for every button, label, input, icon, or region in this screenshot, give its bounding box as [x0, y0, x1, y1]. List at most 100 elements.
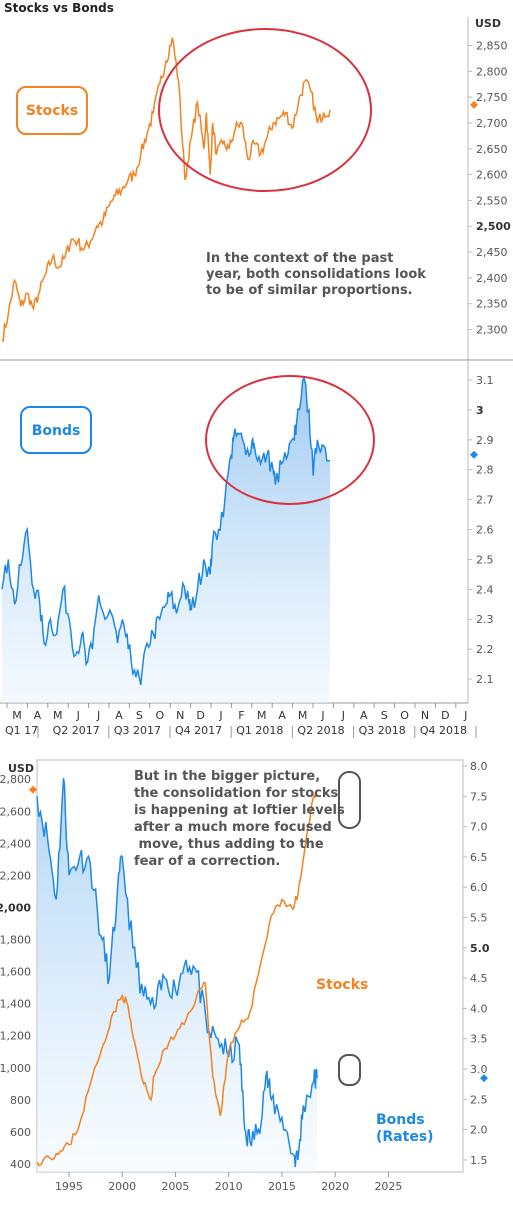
bonds-y-tick-label: 2.1	[476, 673, 494, 686]
long-term-bonds-label-line-1: Bonds	[376, 1112, 425, 1128]
quarter-label: Q1 2018	[236, 724, 283, 737]
long-term-right-y-tick-label: 3.0	[470, 1063, 488, 1076]
long-term-left-y-tick-label: 1,600	[0, 966, 31, 979]
long-term-right-y-tick-label: 7.5	[470, 790, 488, 803]
month-label: S	[136, 709, 143, 722]
month-label: D	[196, 709, 204, 722]
quarter-label: Q4 2017	[175, 724, 222, 737]
stocks-annotation-line-3: to be of similar proportions.	[206, 283, 413, 298]
stocks-y-tick-label: 2,850	[476, 39, 508, 52]
long-term-stocks-label: Stocks	[316, 977, 368, 993]
long-term-left-y-tick-label: 2,200	[0, 869, 31, 882]
long-term-right-y-tick-label: 7.0	[470, 821, 488, 834]
quarter-label: Q2 2017	[53, 724, 100, 737]
quarter-label: Q3 2018	[359, 724, 406, 737]
stocks-y-tick-label: 2,350	[476, 298, 508, 311]
month-label: J	[96, 709, 100, 722]
stocks-series-line	[1, 37, 331, 343]
bonds-y-tick-label: 2.7	[476, 494, 494, 507]
stocks-label: Stocks	[26, 103, 78, 119]
long-term-annotation-line-2: the consolidation for stocks	[134, 786, 339, 801]
long-term-right-y-ticks: 1.5 2.0 2.5 3.0 3.5 4.0 4.5 5.0 5.5 6.0 6.5 7.0 7.5 8…	[463, 760, 490, 1167]
month-label: D	[441, 709, 449, 722]
long-term-right-y-tick-label: 6.5	[470, 851, 488, 864]
quarter-label: Q1 17	[5, 724, 38, 737]
stocks-y-unit: USD	[475, 17, 501, 30]
month-label: A	[278, 709, 286, 722]
month-label: J	[341, 709, 345, 722]
month-label: F	[238, 709, 244, 722]
long-term-left-y-tick-label: 1,000	[0, 1062, 31, 1075]
bonds-y-tick-label: 3.1	[476, 374, 494, 387]
bonds-highlight-circle	[205, 375, 375, 505]
long-term-x-tick-label: 2010	[215, 1180, 243, 1193]
bonds-y-tick-label: 2.6	[476, 524, 494, 537]
long-term-x-tick-label: 2015	[268, 1180, 296, 1193]
long-term-bonds-line	[36, 778, 318, 1168]
quarter-labels: Q1 17 Q2 2017 Q3 2017 Q4 2017 Q1 2018 Q2 2018…	[5, 724, 477, 738]
long-term-right-y-tick-label: 2.0	[470, 1124, 488, 1137]
month-label: J	[76, 709, 80, 722]
long-term-annotation-line-1: But in the bigger picture,	[134, 769, 320, 784]
stocks-y-tick-label: 2,450	[476, 246, 508, 259]
bonds-series-area	[2, 378, 330, 703]
month-label: J	[463, 709, 467, 722]
long-term-right-y-tick-label: 5.0	[470, 942, 490, 955]
long-term-right-y-tick-label: 8.0	[470, 760, 488, 773]
long-term-bonds-label-line-2: (Rates)	[376, 1129, 434, 1145]
long-term-left-y-tick-label: 2,000	[0, 901, 31, 914]
long-term-bonds-highlight-box	[338, 1054, 361, 1086]
stocks-y-tick-label: 2,750	[476, 91, 508, 104]
long-term-x-tick-label: 2025	[374, 1180, 402, 1193]
long-term-left-y-tick-label: 800	[10, 1094, 31, 1107]
bonds-label: Bonds	[32, 423, 81, 439]
long-term-annotation-line-4: after a much more focused	[134, 820, 332, 835]
bonds-y-tick-label: 2.8	[476, 464, 494, 477]
bonds-y-tick-label: 2.2	[476, 643, 494, 656]
month-label: O	[155, 709, 164, 722]
stocks-y-tick-label: 2,650	[476, 143, 508, 156]
long-term-x-tick-label: 2000	[108, 1180, 136, 1193]
long-term-right-y-tick-label: 6.0	[470, 881, 488, 894]
stocks-y-tick-label: 2,700	[476, 117, 508, 130]
stocks-y-tick-label: 2,800	[476, 65, 508, 78]
long-term-right-y-tick-label: 5.5	[470, 912, 488, 925]
bonds-y-tick-label: 2.9	[476, 434, 494, 447]
long-term-stocks-current-marker	[29, 785, 37, 794]
stocks-y-tick-label: 2,550	[476, 194, 508, 207]
long-term-left-y-tick-label: 600	[10, 1126, 31, 1139]
long-term-annotation-line-5: move, thus adding to the	[134, 837, 324, 852]
stocks-label-box	[16, 86, 88, 135]
long-term-left-y-ticks: 400 600 800 1,000 1,200 1,400 1,600 1,800 2,000 2…	[0, 773, 31, 1171]
stocks-panel: USD 2,3002,3502,4002,4502,5002,5502,6002…	[0, 17, 513, 361]
long-term-right-y-tick-label: 3.5	[470, 1033, 488, 1046]
long-term-right-y-tick-label: 1.5	[470, 1154, 488, 1167]
long-term-stocks-highlight-box	[338, 771, 361, 829]
stocks-y-tick-label: 2,300	[476, 324, 508, 337]
month-label: M	[12, 709, 22, 722]
long-term-panel: USD 400 600 800 1,000 1,200 1,400 1,600 1,800 2,…	[0, 759, 490, 1193]
long-term-annotation-line-3: is happening at loftier levels	[134, 803, 345, 818]
quarter-label: Q3 2017	[114, 724, 161, 737]
long-term-left-y-tick-label: 1,200	[0, 1030, 31, 1043]
long-term-x-tick-label: 1995	[55, 1180, 83, 1193]
long-term-x-tick-label: 2005	[161, 1180, 189, 1193]
month-label: J	[218, 709, 222, 722]
quarter-label: Q2 2018	[297, 724, 344, 737]
long-term-right-y-tick-label: 2.5	[470, 1093, 488, 1106]
bonds-label-box	[20, 406, 92, 454]
bonds-current-marker	[470, 450, 478, 459]
stocks-y-tick-label: 2,400	[476, 272, 508, 285]
long-term-x-tick-label: 2020	[321, 1180, 349, 1193]
stocks-y-tick-label: 2,600	[476, 169, 508, 182]
long-term-left-y-tick-label: 1,400	[0, 998, 31, 1011]
month-label: M	[298, 709, 308, 722]
long-term-bonds-area	[37, 778, 318, 1172]
month-label: J	[320, 709, 324, 722]
month-label: O	[400, 709, 409, 722]
bonds-y-tick-label: 2.3	[476, 613, 494, 626]
